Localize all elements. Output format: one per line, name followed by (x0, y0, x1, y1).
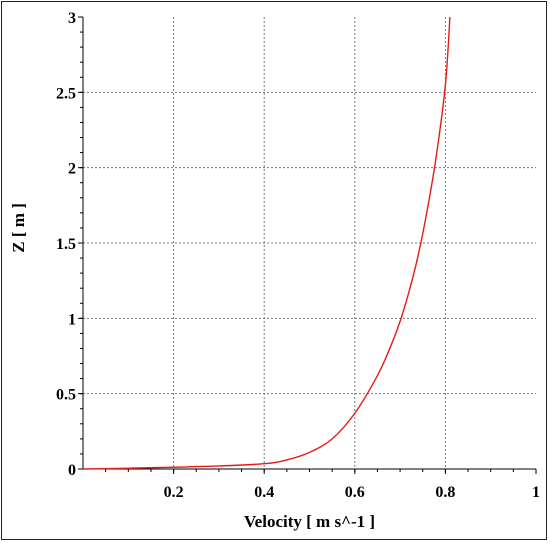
grid (83, 17, 536, 469)
y-tick-label: 2 (68, 161, 76, 178)
x-axis-title: Velocity [ m s^-1 ] (244, 512, 375, 531)
x-tick-label: 0.4 (254, 484, 274, 501)
y-axis-title: Z [ m ] (9, 203, 28, 253)
y-tick-label: 0 (68, 462, 76, 479)
x-tick-label: 1 (532, 484, 540, 501)
velocity-profile-line (82, 16, 451, 470)
y-tick-label: 1 (68, 311, 76, 328)
y-tick-label: 0.5 (56, 387, 76, 404)
x-tick-label: 0.2 (164, 484, 184, 501)
series (82, 16, 451, 470)
x-tick-label: 0.6 (345, 484, 365, 501)
y-tick-label: 2.5 (56, 85, 76, 102)
y-tick-label: 1.5 (56, 236, 76, 253)
x-tick-label: 0.8 (435, 484, 455, 501)
y-tick-label: 3 (68, 10, 76, 27)
tick-labels: 0.2 0.4 0.6 0.8 1 0 0.5 1 1.5 2 2.5 3 (56, 10, 540, 501)
